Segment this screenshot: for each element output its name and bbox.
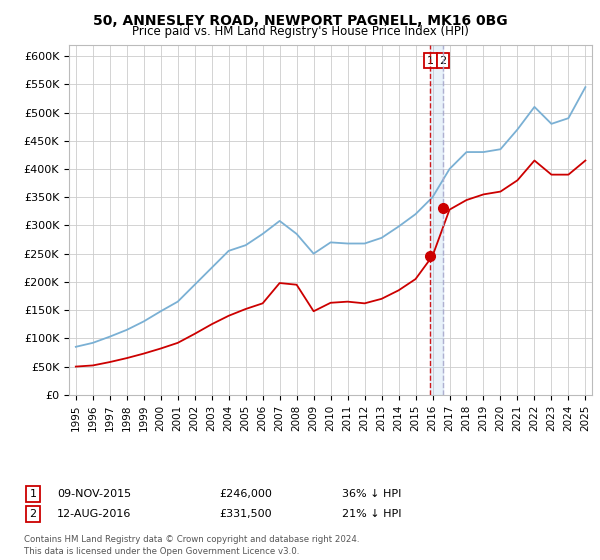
Text: 36% ↓ HPI: 36% ↓ HPI — [342, 489, 401, 499]
Text: 2: 2 — [439, 55, 446, 66]
Text: £246,000: £246,000 — [219, 489, 272, 499]
Text: 12-AUG-2016: 12-AUG-2016 — [57, 509, 131, 519]
Text: 1: 1 — [427, 55, 434, 66]
Text: 21% ↓ HPI: 21% ↓ HPI — [342, 509, 401, 519]
Text: Contains HM Land Registry data © Crown copyright and database right 2024.
This d: Contains HM Land Registry data © Crown c… — [24, 535, 359, 556]
Text: 09-NOV-2015: 09-NOV-2015 — [57, 489, 131, 499]
Text: £331,500: £331,500 — [219, 509, 272, 519]
Text: 2: 2 — [29, 509, 37, 519]
Bar — [430, 45, 443, 395]
Text: 1: 1 — [29, 489, 37, 499]
Text: 50, ANNESLEY ROAD, NEWPORT PAGNELL, MK16 0BG: 50, ANNESLEY ROAD, NEWPORT PAGNELL, MK16… — [92, 14, 508, 28]
Text: Price paid vs. HM Land Registry's House Price Index (HPI): Price paid vs. HM Land Registry's House … — [131, 25, 469, 38]
